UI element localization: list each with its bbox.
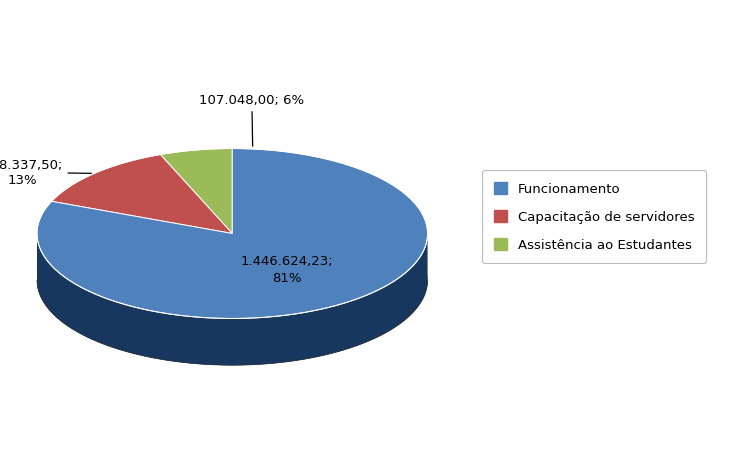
Text: 228.337,50;
13%: 228.337,50; 13%: [0, 159, 92, 187]
Text: 1.446.624,23;
81%: 1.446.624,23; 81%: [241, 254, 333, 284]
Polygon shape: [52, 155, 232, 234]
Legend: Funcionamento, Capacitação de servidores, Assistência ao Estudantes: Funcionamento, Capacitação de servidores…: [482, 170, 706, 263]
Polygon shape: [37, 234, 428, 365]
Polygon shape: [37, 149, 428, 319]
Text: 107.048,00; 6%: 107.048,00; 6%: [199, 94, 305, 147]
Polygon shape: [37, 196, 428, 365]
Polygon shape: [160, 149, 232, 234]
